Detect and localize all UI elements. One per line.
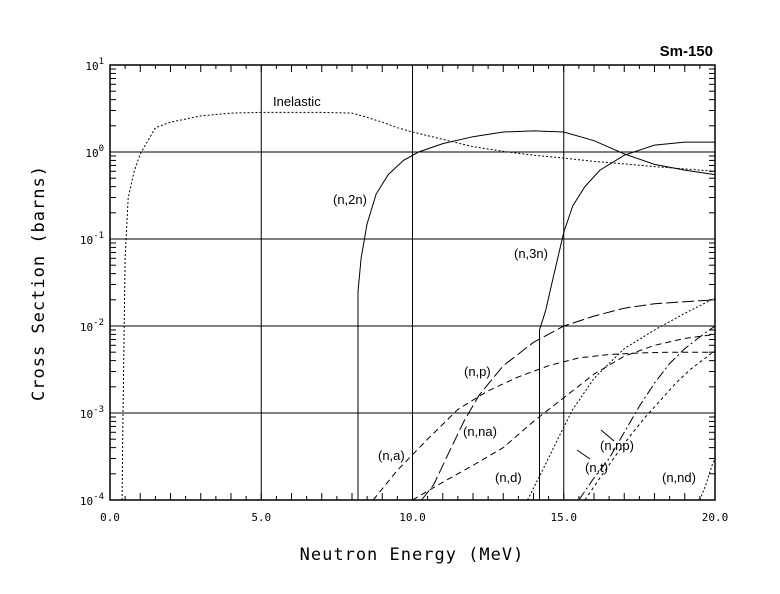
y-tick-label: 10-4 bbox=[80, 492, 104, 508]
y-tick-label: 100 bbox=[85, 144, 104, 160]
leader-line-n-np bbox=[600, 429, 615, 442]
x-tick-label: 0.0 bbox=[100, 511, 120, 524]
x-axis-title: Neutron Energy (MeV) bbox=[300, 545, 525, 565]
x-tick-label: 10.0 bbox=[399, 511, 426, 524]
annotation-n-d: (n,d) bbox=[495, 470, 522, 485]
series-layer bbox=[121, 111, 716, 501]
annotation-inelastic: Inelastic bbox=[273, 94, 321, 109]
annotation-n-p: (n,p) bbox=[464, 364, 491, 379]
annotation-n-np: (n,np) bbox=[600, 438, 634, 453]
series-line-inelastic bbox=[121, 111, 716, 501]
chart-title: Sm-150 bbox=[660, 43, 713, 60]
leader-line-n-t bbox=[576, 449, 591, 460]
annotation-n-nd: (n,nd) bbox=[662, 470, 696, 485]
x-tick-label: 20.0 bbox=[702, 511, 729, 524]
annotation-n-t: (n,t) bbox=[585, 460, 608, 475]
annotations: Inelastic (n,2n) (n,3n) (n,p) (n,a) (n,na) (n,… bbox=[273, 94, 696, 485]
y-tick-label: 10-2 bbox=[80, 318, 104, 334]
series-line-n-t bbox=[584, 350, 716, 501]
series-line-n-2n bbox=[357, 130, 716, 500]
series-line-n-p bbox=[421, 299, 716, 501]
annotation-n-a: (n,a) bbox=[378, 448, 405, 463]
y-axis-title: Cross Section (barns) bbox=[29, 165, 49, 401]
annotation-n-2n: (n,2n) bbox=[333, 192, 367, 207]
series-line-n-nd bbox=[699, 458, 716, 501]
grid bbox=[110, 65, 715, 500]
x-tick-label: 15.0 bbox=[551, 511, 578, 524]
series-line-n-np bbox=[578, 325, 716, 501]
y-tick-label: 10-1 bbox=[80, 231, 104, 247]
y-tick-label: 101 bbox=[85, 57, 104, 73]
tick-labels: 0.0 5.0 10.0 15.0 20.0 101 100 10-1 10-2 10-3 10-4 bbox=[80, 57, 728, 524]
series-line-n-3n bbox=[539, 141, 715, 500]
annotation-n-na: (n,na) bbox=[463, 424, 497, 439]
x-tick-label: 5.0 bbox=[251, 511, 271, 524]
series-line-n-d bbox=[527, 297, 716, 501]
annotation-n-3n: (n,3n) bbox=[514, 246, 548, 261]
y-tick-label: 10-3 bbox=[80, 405, 104, 421]
series-line-n-a bbox=[372, 351, 715, 501]
series-line-n-na bbox=[412, 333, 716, 501]
